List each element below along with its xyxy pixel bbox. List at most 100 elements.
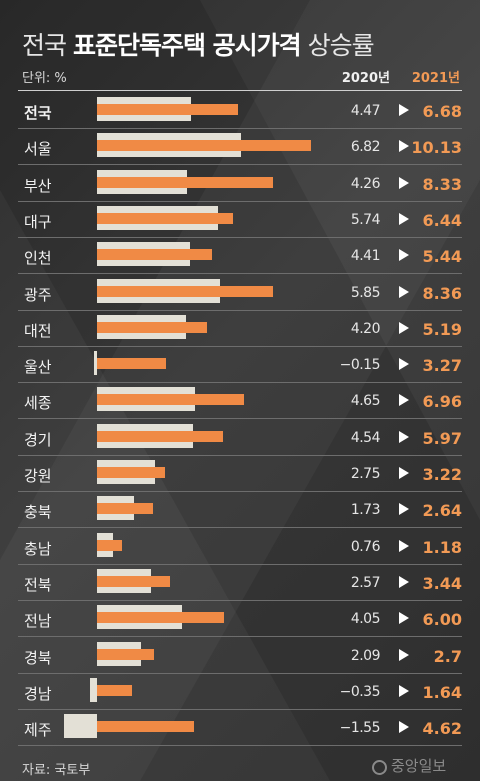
- value-2021: 1.64: [422, 682, 462, 702]
- value-2020: 4.05: [350, 611, 381, 628]
- chart-row: 경북 2.09 2.7: [0, 638, 480, 674]
- arrow-right-icon: [399, 612, 409, 625]
- row-divider: [18, 745, 462, 747]
- arrow-right-icon: [399, 539, 409, 552]
- chart-row: 울산 −0.15 3.27: [0, 347, 480, 384]
- region-label: 대전: [24, 321, 52, 340]
- value-2021: 8.36: [422, 283, 462, 303]
- arrow-right-icon: [399, 212, 409, 225]
- value-2020: 1.73: [350, 502, 381, 519]
- chart-row: 전남 4.05 6.00: [0, 601, 480, 638]
- arrow-right-icon: [399, 285, 409, 298]
- value-2020: 4.26: [350, 175, 381, 192]
- row-divider: [18, 382, 462, 384]
- value-2020: 6.82: [350, 139, 381, 156]
- chart-row: 서울 6.82 10.13: [0, 129, 480, 166]
- chart-row: 경기 4.54 5.97: [0, 420, 480, 456]
- region-label: 강원: [24, 467, 52, 485]
- chart-row: 부산 4.26 8.33: [0, 166, 480, 202]
- chart-row: 대구 5.74 6.44: [0, 202, 480, 238]
- unit-label: 단위: %: [22, 71, 67, 86]
- source-note: 자료: 국토부: [22, 763, 91, 778]
- bar-2021: [97, 612, 224, 624]
- region-label: 서울: [24, 140, 52, 159]
- row-divider: [18, 636, 462, 638]
- value-2021: 8.33: [422, 174, 462, 194]
- row-divider: [18, 200, 462, 202]
- bar-2021: [97, 285, 274, 297]
- bar-2021: [97, 575, 170, 587]
- region-label: 대구: [24, 212, 52, 231]
- arrow-right-icon: [399, 394, 409, 407]
- row-divider: [18, 128, 462, 129]
- value-2020: 2.09: [350, 647, 381, 664]
- region-label: 인천: [24, 249, 52, 268]
- chart-row: 경남 −0.35 1.64: [0, 674, 480, 710]
- value-2021: 3.22: [422, 465, 462, 484]
- region-label: 전남: [24, 612, 52, 631]
- logo-circle-icon: [372, 760, 387, 775]
- publisher-logo: 중앙일보: [372, 755, 446, 776]
- row-divider: [18, 527, 462, 529]
- value-2020: 4.47: [350, 103, 381, 119]
- bar-2021: [97, 467, 165, 478]
- value-2021: 10.13: [411, 138, 462, 158]
- row-divider: [18, 672, 462, 674]
- row-divider: [18, 491, 462, 492]
- bar-2021: [97, 539, 122, 551]
- bar-2021: [97, 684, 132, 696]
- arrow-right-icon: [399, 503, 409, 516]
- value-2020: −0.15: [339, 357, 381, 374]
- bar-2021: [97, 249, 212, 261]
- arrow-right-icon: [399, 321, 409, 334]
- chart-row: 인천 4.41 5.44: [0, 238, 480, 275]
- row-divider: [18, 236, 462, 238]
- value-2020: 2.57: [350, 574, 381, 591]
- bar-2021: [97, 430, 223, 442]
- value-2021: 2.64: [422, 501, 462, 521]
- region-label: 제주: [24, 721, 52, 740]
- value-2021: 3.44: [422, 573, 462, 593]
- row-divider: [18, 309, 462, 311]
- bar-2021: [97, 721, 195, 733]
- region-label: 충북: [24, 503, 52, 522]
- chart-row: 충남 0.76 1.18: [0, 529, 480, 565]
- chart-row: 강원 2.75 3.22: [0, 456, 480, 492]
- chart-row: 광주 5.85 8.36: [0, 275, 480, 311]
- value-2021: 6.96: [422, 392, 462, 412]
- arrow-right-icon: [399, 249, 409, 262]
- region-label: 전국: [24, 104, 52, 122]
- value-2021: 6.44: [422, 210, 462, 230]
- value-2021: 4.62: [422, 719, 462, 739]
- region-label: 울산: [24, 358, 52, 377]
- value-2021: 6.00: [422, 610, 462, 630]
- value-2021: 5.97: [422, 428, 462, 448]
- arrow-right-icon: [399, 721, 409, 734]
- bar-2021: [97, 503, 153, 515]
- region-label: 경기: [24, 430, 52, 449]
- row-divider: [18, 273, 462, 275]
- bar-2021: [97, 176, 273, 188]
- value-2021: 2.7: [433, 646, 462, 666]
- value-2021: 6.68: [422, 102, 462, 121]
- value-2020: 0.76: [350, 538, 381, 555]
- value-2020: −0.35: [339, 683, 381, 700]
- bar-2021: [97, 321, 207, 333]
- arrow-right-icon: [399, 430, 409, 443]
- region-label: 세종: [24, 394, 52, 413]
- chart-row: 제주 −1.55 4.62: [0, 710, 480, 747]
- row-divider: [18, 345, 462, 347]
- value-2020: 5.74: [350, 211, 381, 228]
- region-label: 충남: [24, 539, 52, 558]
- region-label: 경북: [24, 648, 52, 667]
- value-2020: −1.55: [339, 720, 381, 737]
- bar-2021: [97, 140, 311, 152]
- arrow-right-icon: [399, 684, 409, 697]
- value-2021: 1.18: [422, 537, 462, 557]
- value-2020: 4.54: [350, 429, 381, 446]
- arrow-right-icon: [399, 648, 409, 661]
- row-divider: [18, 599, 462, 601]
- bar-2021: [97, 394, 244, 406]
- column-header-2021: 2021년: [411, 71, 460, 86]
- column-header-2020: 2020년: [341, 71, 390, 86]
